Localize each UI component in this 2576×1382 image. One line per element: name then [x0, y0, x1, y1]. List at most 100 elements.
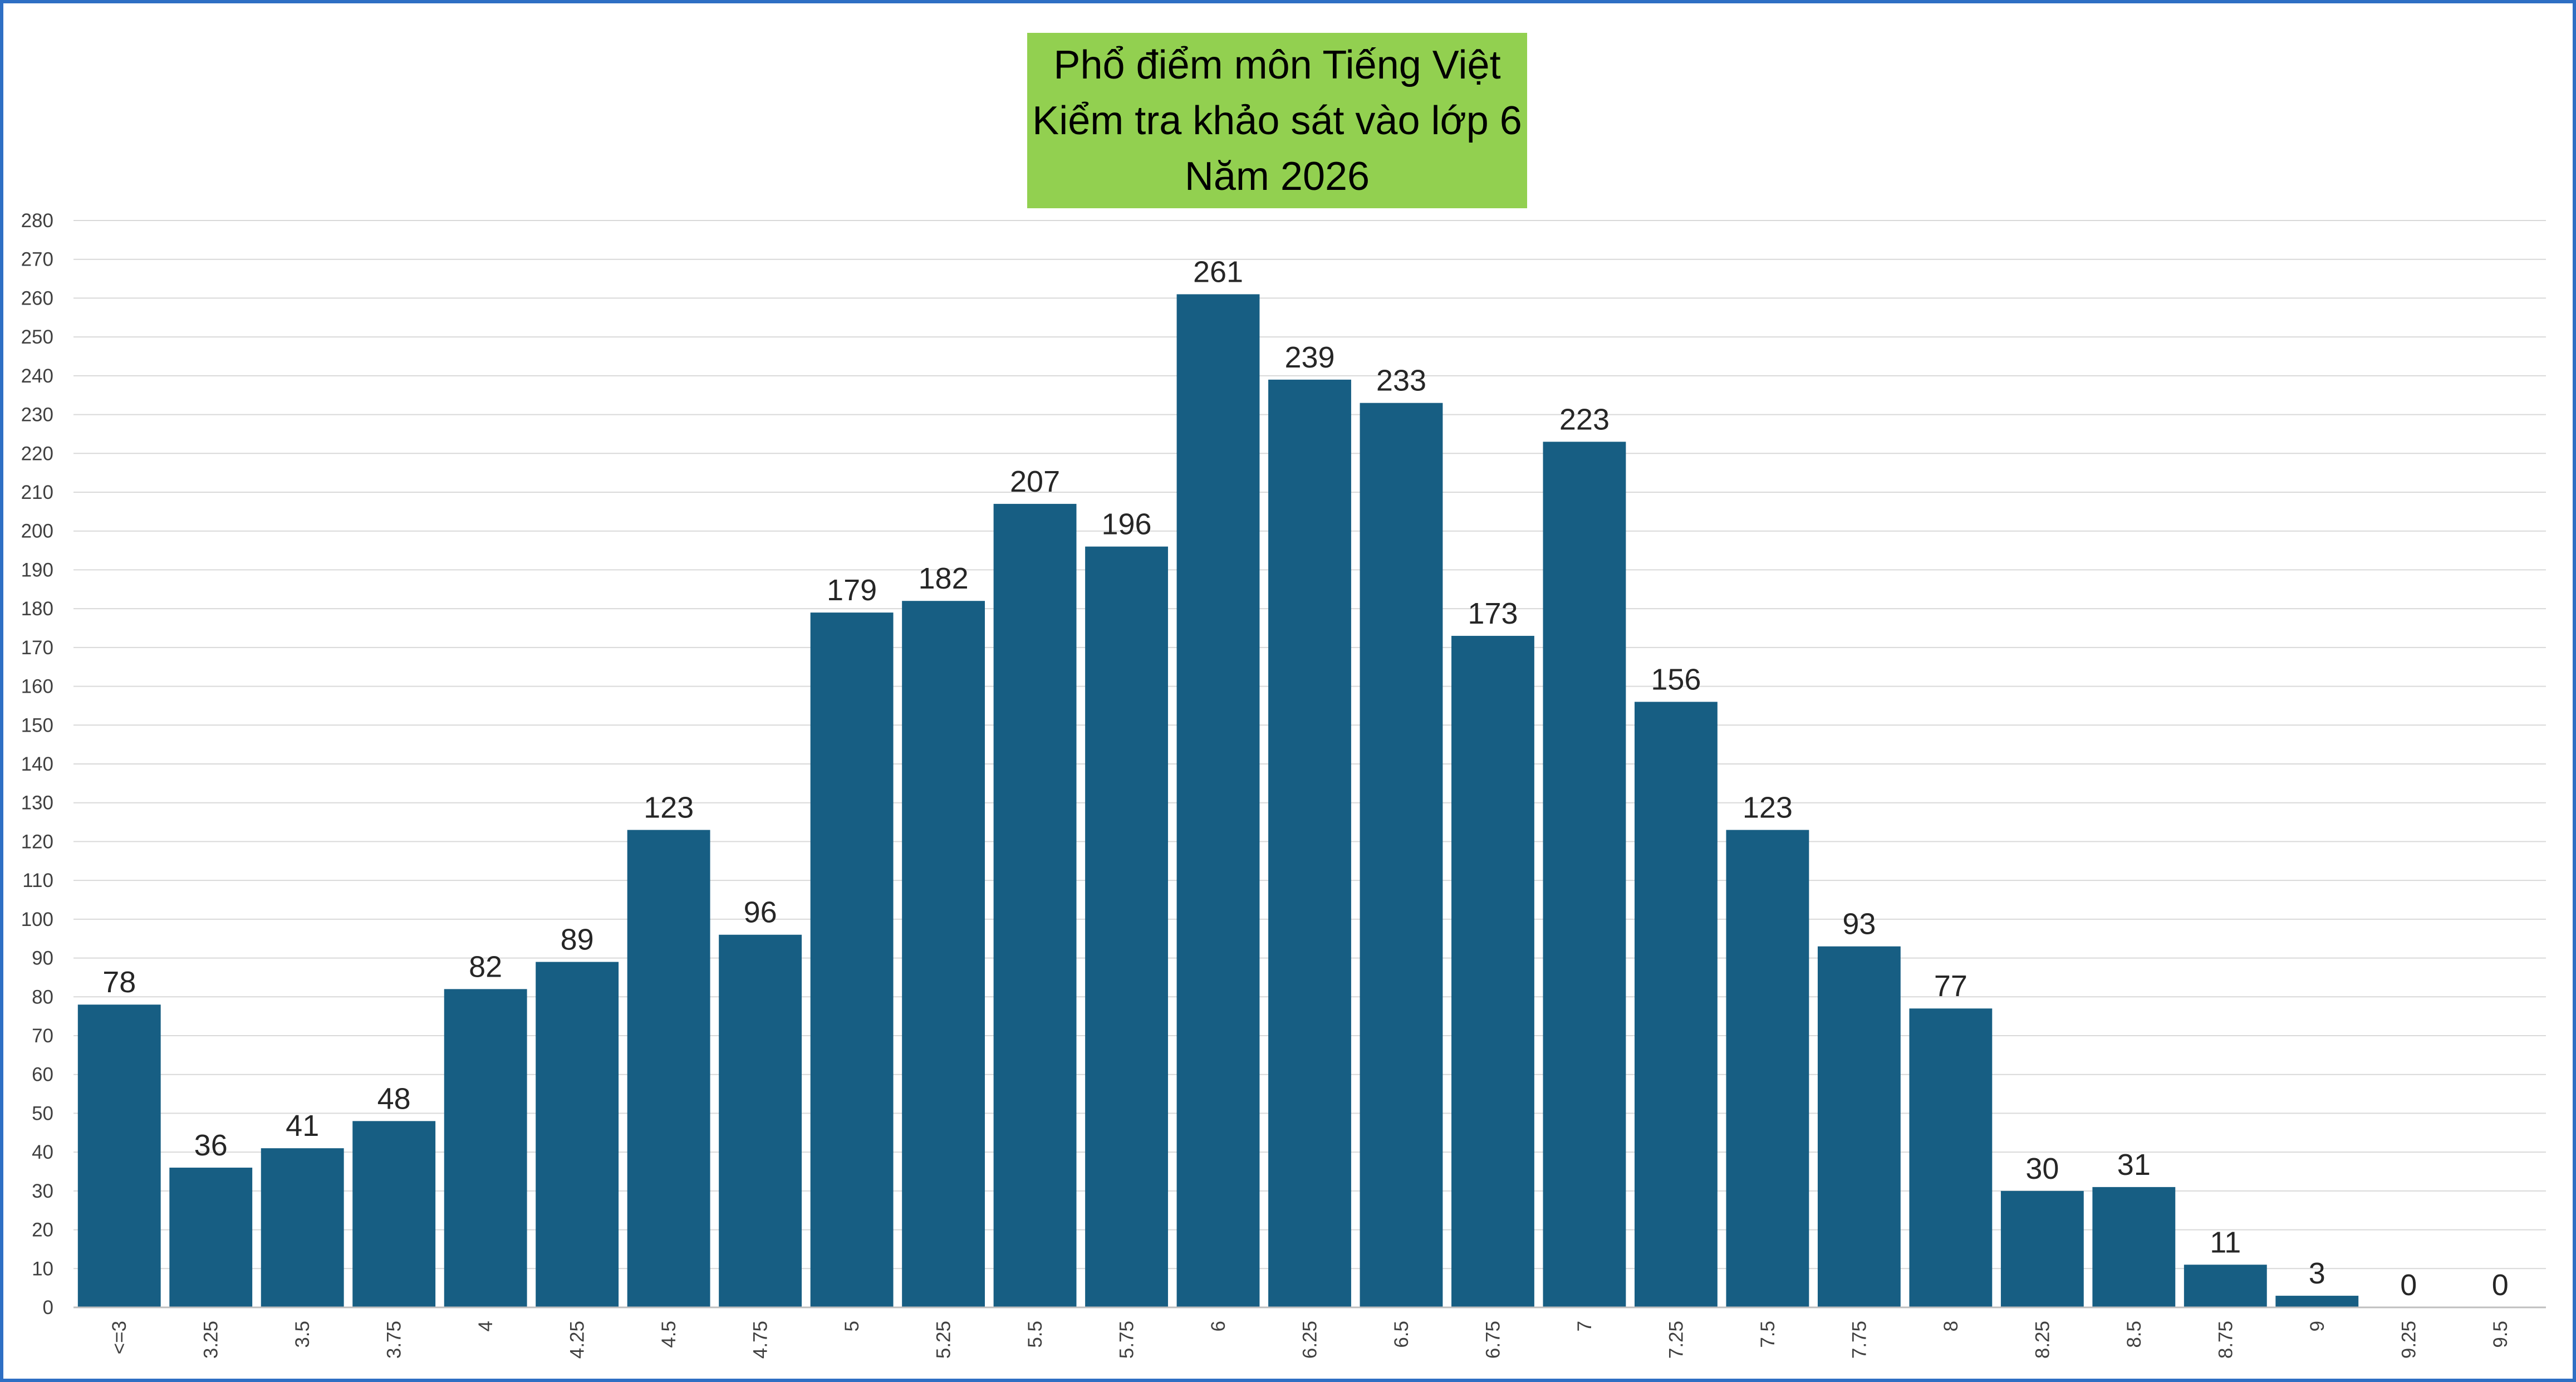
bar: [2184, 1265, 2267, 1307]
x-tick-label: <=3: [109, 1321, 130, 1354]
data-label: 0: [2492, 1268, 2509, 1302]
bar: [719, 934, 802, 1307]
y-tick-label: 10: [32, 1258, 53, 1280]
y-tick-label: 180: [21, 598, 53, 620]
x-tick-label: 5.5: [1024, 1321, 1046, 1348]
bar: [1085, 546, 1168, 1307]
bar: [169, 1168, 253, 1307]
data-label: 96: [744, 896, 777, 929]
data-label: 179: [827, 574, 877, 607]
y-tick-label: 0: [43, 1297, 53, 1319]
data-label: 82: [469, 950, 502, 983]
y-tick-label: 100: [21, 909, 53, 930]
x-tick-label: 7: [1574, 1321, 1596, 1331]
y-tick-label: 270: [21, 249, 53, 271]
bar: [1451, 635, 1534, 1307]
bar: [1909, 1008, 1993, 1307]
x-tick-label: 7.5: [1757, 1321, 1779, 1348]
y-tick-label: 90: [32, 948, 53, 969]
bar: [77, 1004, 161, 1307]
x-tick-label: 6.75: [1482, 1321, 1504, 1359]
y-tick-label: 280: [21, 210, 53, 232]
y-tick-label: 50: [32, 1102, 53, 1124]
chart-title-line-1: Phổ điểm môn Tiếng Việt: [1053, 42, 1501, 87]
data-label: 41: [286, 1109, 319, 1143]
data-label: 173: [1468, 597, 1518, 630]
bar: [1726, 830, 1809, 1307]
data-label: 156: [1651, 663, 1701, 696]
data-label: 233: [1376, 364, 1426, 398]
bars: [77, 294, 2359, 1308]
y-tick-label: 250: [21, 326, 53, 348]
data-label: 93: [1842, 908, 1876, 941]
y-tick-label: 120: [21, 831, 53, 852]
x-tick-label: 4.75: [750, 1321, 772, 1359]
bar: [352, 1121, 436, 1307]
y-tick-label: 30: [32, 1180, 53, 1202]
x-tick-label: 8: [1940, 1321, 1962, 1331]
data-label: 207: [1010, 465, 1060, 498]
y-tick-label: 200: [21, 521, 53, 542]
x-tick-label: 3.75: [384, 1321, 405, 1359]
data-label: 36: [194, 1129, 228, 1162]
y-tick-label: 40: [32, 1141, 53, 1163]
chart-title-line-2: Kiểm tra khảo sát vào lớp 6: [1032, 98, 1522, 143]
data-label: 239: [1284, 341, 1334, 374]
bar: [261, 1148, 344, 1307]
x-tick-label: 9.25: [2398, 1321, 2420, 1359]
x-tick-label: 9.5: [2490, 1321, 2511, 1348]
bar: [1634, 702, 1718, 1307]
bar: [444, 989, 527, 1307]
chart-title: Phổ điểm môn Tiếng Việt Kiểm tra khảo sá…: [1027, 33, 1527, 208]
y-tick-label: 70: [32, 1025, 53, 1047]
data-label: 182: [919, 562, 969, 595]
y-tick-label: 240: [21, 365, 53, 387]
bar: [993, 503, 1077, 1307]
bar: [2092, 1187, 2176, 1307]
y-tick-label: 140: [21, 753, 53, 775]
x-tick-label: 4.25: [567, 1321, 588, 1359]
bar: [2275, 1296, 2359, 1307]
chart-title-line-3: Năm 2026: [1184, 154, 1370, 199]
data-label: 77: [1934, 969, 1967, 1003]
data-label: 123: [1743, 791, 1793, 825]
x-tick-label: 5: [841, 1321, 863, 1331]
y-tick-label: 160: [21, 676, 53, 698]
data-label: 78: [102, 966, 136, 999]
data-label: 261: [1193, 255, 1243, 288]
data-label: 89: [561, 923, 594, 957]
x-tick-label: 6.5: [1391, 1321, 1412, 1348]
bar: [1176, 294, 1260, 1307]
x-tick-label: 7.25: [1665, 1321, 1687, 1359]
y-tick-label: 230: [21, 404, 53, 426]
data-label: 48: [377, 1082, 411, 1115]
x-tick-label: 4.5: [658, 1321, 680, 1348]
bar: [1268, 379, 1351, 1307]
bar: [627, 830, 710, 1307]
bar: [536, 962, 619, 1307]
data-label: 123: [644, 791, 694, 825]
y-tick-label: 60: [32, 1064, 53, 1086]
y-tick-label: 260: [21, 287, 53, 309]
data-label: 0: [2400, 1268, 2417, 1302]
y-tick-label: 20: [32, 1219, 53, 1241]
y-tick-label: 210: [21, 482, 53, 503]
x-tick-label: 6.25: [1299, 1321, 1321, 1359]
data-label: 31: [2117, 1148, 2151, 1182]
y-axis-ticks: 0 10 20 30 40 50 60 70 80 90 100 110 120 130 140 150 160…: [21, 210, 53, 1319]
x-tick-label: 4: [475, 1321, 497, 1331]
data-labels: 78 36 41 48 82 89 123 96 179 182 207 196 261 239 233 17…: [102, 255, 2509, 1302]
x-tick-label: 5.25: [933, 1321, 955, 1359]
x-tick-label: 8.75: [2215, 1321, 2236, 1359]
x-tick-label: 8.5: [2123, 1321, 2145, 1348]
y-tick-label: 170: [21, 637, 53, 659]
bar: [1543, 442, 1626, 1308]
data-label: 30: [2025, 1152, 2059, 1185]
data-label: 3: [2309, 1257, 2325, 1290]
y-tick-label: 110: [22, 870, 53, 891]
data-label: 11: [2210, 1226, 2241, 1259]
x-tick-label: 6: [1208, 1321, 1229, 1331]
y-tick-label: 220: [21, 443, 53, 464]
y-tick-label: 130: [21, 792, 53, 814]
